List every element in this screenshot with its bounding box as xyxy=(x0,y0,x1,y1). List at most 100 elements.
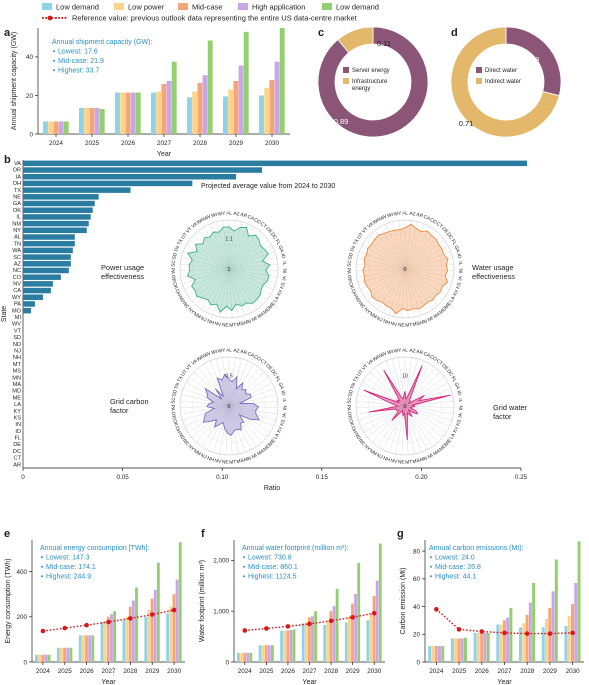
bar xyxy=(131,600,135,662)
radar-spoke xyxy=(404,226,431,270)
legend-label: Mid-case xyxy=(192,3,222,12)
bar xyxy=(99,108,105,134)
bar xyxy=(122,620,126,662)
state-label: LA xyxy=(14,402,21,408)
radar-axis-label: OK xyxy=(347,419,355,428)
radar-spoke xyxy=(360,405,406,427)
state-label: OR xyxy=(13,168,21,174)
bar xyxy=(323,624,327,662)
state-label: CA xyxy=(13,288,21,294)
bar xyxy=(125,616,129,662)
radar-axis-label: FL xyxy=(450,238,458,246)
x-tick-label: 2026 xyxy=(281,668,296,675)
radar-spoke xyxy=(196,268,230,306)
radar-spoke xyxy=(367,268,406,301)
radar-spoke xyxy=(374,230,406,270)
radar-axis-label: VA xyxy=(190,221,199,230)
bar xyxy=(175,579,179,662)
y-tick-label: 20 xyxy=(413,632,421,639)
bar xyxy=(304,622,308,662)
radar-axis-label: NE xyxy=(222,459,229,465)
radar-axis-label: AL xyxy=(226,348,232,354)
radar-grid-ring xyxy=(368,232,442,306)
radar-series-area xyxy=(362,223,449,315)
radar-ring-label: 0.5 xyxy=(225,374,232,380)
radar-spoke xyxy=(228,363,255,407)
bar xyxy=(332,606,336,662)
radar-spoke xyxy=(388,268,406,316)
radar-spoke xyxy=(198,367,230,407)
radar-spoke xyxy=(228,367,260,407)
state-label: VT xyxy=(14,328,22,334)
bar xyxy=(85,635,88,662)
radar-axis-label: NE xyxy=(222,322,229,328)
bar xyxy=(38,654,42,662)
reference-point xyxy=(40,628,46,634)
radar-axis-label: MN xyxy=(419,455,429,463)
radar-axis-label: GA xyxy=(277,245,285,254)
radar-axis-label: CA xyxy=(246,351,255,359)
radar-axis-label: DC xyxy=(269,232,278,242)
radar-grid-ring xyxy=(192,369,266,443)
radar-spoke xyxy=(187,268,230,296)
radar-axis-label: KS xyxy=(455,419,463,427)
y-tick-label: 40 xyxy=(413,604,421,611)
bar xyxy=(23,294,43,301)
radar-spoke xyxy=(404,263,454,270)
bar xyxy=(23,173,237,180)
radar-spoke xyxy=(395,268,406,318)
reference-point xyxy=(307,621,312,627)
panel-letter-b: b xyxy=(4,154,11,166)
state-label: OH xyxy=(13,181,21,187)
bar xyxy=(375,580,379,662)
x-tick-label: 2027 xyxy=(157,140,172,147)
radar-spoke xyxy=(191,268,230,301)
y-axis-label: Energy consumption (TWh) xyxy=(5,558,12,643)
radar-axis-label: MI xyxy=(251,453,258,461)
bar xyxy=(135,92,141,134)
radar-axis-label: CA xyxy=(422,214,431,222)
radar-axis-label: AZ xyxy=(233,348,240,355)
donut-legend-label: Direct water xyxy=(485,68,517,74)
bar xyxy=(47,654,51,662)
reference-point xyxy=(570,630,575,636)
annotation-bullet xyxy=(41,575,43,578)
radar-spoke xyxy=(404,268,438,306)
state-label: PA xyxy=(14,302,21,308)
annotation-title: Annual energy consumption [TWh]: xyxy=(40,545,149,552)
state-label: IL xyxy=(16,215,21,221)
radar-spoke xyxy=(228,405,239,455)
state-label: MD xyxy=(12,389,21,395)
radar-spoke xyxy=(404,221,419,270)
chart-g: 0 20 40 60 80 2024 2025 2026 2027 2028 2029 2030 Yea… xyxy=(400,540,584,685)
annotation-bullet xyxy=(41,556,43,559)
x-tick-label: 2030 xyxy=(367,668,382,675)
radar-spoke xyxy=(228,268,252,313)
radar-axis-label: MN xyxy=(243,318,253,326)
radar-spoke xyxy=(404,405,454,408)
bar xyxy=(243,31,249,134)
bar xyxy=(91,635,95,662)
bar xyxy=(372,595,376,662)
radar-spoke xyxy=(228,360,249,407)
radar-spoke xyxy=(360,268,406,290)
radar-axis-label: UT xyxy=(356,369,365,378)
bar xyxy=(135,587,138,662)
y-tick-label: 200 xyxy=(16,614,27,621)
state-label: AL xyxy=(14,235,21,241)
radar-axis-label: DE xyxy=(264,363,273,372)
radar-axis-label: PA xyxy=(345,268,351,275)
bar xyxy=(53,121,59,134)
radar-axis-label: OH xyxy=(349,288,358,298)
radar-spoke xyxy=(228,405,257,447)
radar-axis-label: FL xyxy=(274,375,282,383)
bar xyxy=(283,630,287,662)
chart-d: 0.29 0.71 Direct water Indirect water xyxy=(450,26,562,138)
bar xyxy=(261,645,265,662)
bar xyxy=(274,61,280,134)
x-tick-label: 2026 xyxy=(121,140,136,147)
radar-axis-label: WI xyxy=(211,349,218,356)
radar-ring-label: 0 xyxy=(228,404,231,410)
bar xyxy=(23,220,89,227)
panel-letter-a: a xyxy=(4,27,11,39)
